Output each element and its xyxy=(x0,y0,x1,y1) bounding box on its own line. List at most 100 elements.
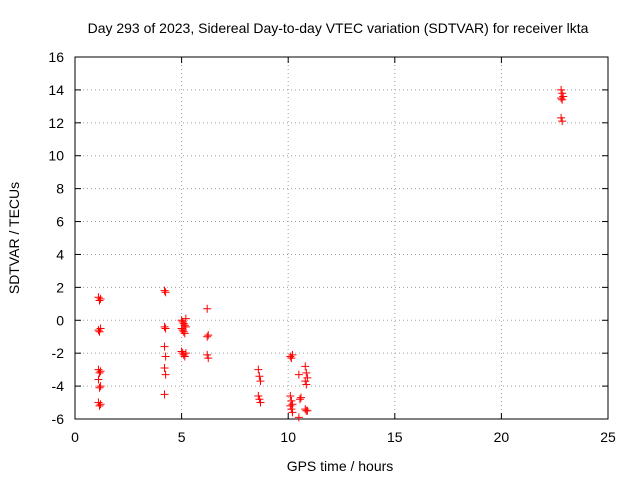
x-tick-label: 5 xyxy=(178,429,186,445)
data-point xyxy=(288,350,297,359)
data-point xyxy=(301,362,310,371)
data-point xyxy=(288,400,297,409)
y-tick-label: -6 xyxy=(52,411,65,427)
data-point xyxy=(95,383,104,392)
y-tick-label: 2 xyxy=(56,279,64,295)
data-point xyxy=(179,327,188,336)
y-tick-label: 10 xyxy=(48,148,64,164)
y-tick-label: 16 xyxy=(48,49,64,65)
y-tick-labels: -6 -4 -2 0 2 4 6 8 10 12 14 16 xyxy=(48,49,64,427)
data-point xyxy=(303,406,312,415)
data-point xyxy=(179,319,188,328)
data-point xyxy=(160,342,169,351)
data-point xyxy=(255,372,264,381)
data-point xyxy=(557,94,566,103)
plot-frame xyxy=(74,56,609,420)
data-point xyxy=(160,390,169,399)
data-point xyxy=(96,324,105,333)
x-axis-label: GPS time / hours xyxy=(287,458,394,474)
data-point xyxy=(254,365,263,374)
x-tick-label: 25 xyxy=(600,429,616,445)
data-point xyxy=(287,396,296,405)
data-point xyxy=(302,380,311,389)
data-point xyxy=(286,401,295,410)
y-tick-label: -4 xyxy=(52,378,65,394)
data-point xyxy=(161,370,170,379)
data-point xyxy=(559,92,568,101)
grid xyxy=(75,57,608,419)
data-point xyxy=(286,352,295,361)
data-point xyxy=(95,401,104,410)
y-tick-label: 4 xyxy=(56,246,64,262)
data-point xyxy=(178,326,187,335)
data-point xyxy=(288,408,297,417)
data-point xyxy=(301,405,310,414)
y-axis-label: SDTVAR / TECUs xyxy=(6,182,22,294)
data-point xyxy=(181,314,190,323)
data-point xyxy=(94,326,103,335)
data-point xyxy=(204,331,213,340)
data-point xyxy=(181,349,190,358)
y-tick-label: 14 xyxy=(48,82,64,98)
axis-ticks xyxy=(74,56,609,420)
data-point xyxy=(558,95,567,104)
data-point xyxy=(295,395,304,404)
data-point xyxy=(286,391,295,400)
data-point xyxy=(203,332,212,341)
x-tick-label: 20 xyxy=(494,429,510,445)
data-point xyxy=(94,375,103,384)
x-tick-label: 10 xyxy=(280,429,296,445)
data-point xyxy=(301,377,310,386)
data-point xyxy=(287,354,296,363)
data-point xyxy=(177,347,186,356)
data-point xyxy=(256,377,265,386)
data-point xyxy=(296,393,305,402)
data-point xyxy=(96,382,105,391)
y-tick-label: 0 xyxy=(56,312,64,328)
data-point xyxy=(160,286,169,295)
data-point xyxy=(95,327,104,336)
data-point xyxy=(303,373,312,382)
y-tick-label: 6 xyxy=(56,214,64,230)
data-point xyxy=(177,316,186,325)
data-point xyxy=(180,352,189,361)
data-point xyxy=(177,324,186,333)
data-point xyxy=(294,413,303,422)
data-point xyxy=(96,294,105,303)
data-point xyxy=(557,85,566,94)
data-point xyxy=(94,398,103,407)
data-point xyxy=(161,324,170,333)
data-point xyxy=(302,368,311,377)
data-point xyxy=(287,405,296,414)
data-point xyxy=(204,354,213,363)
data-point xyxy=(94,365,103,374)
y-tick-label: 8 xyxy=(56,181,64,197)
x-tick-labels: 0 5 10 15 20 25 xyxy=(71,429,616,445)
data-point xyxy=(558,117,567,126)
data-points xyxy=(94,85,568,422)
data-point xyxy=(178,317,187,326)
data-point xyxy=(160,322,169,331)
data-point xyxy=(181,322,190,331)
data-point xyxy=(161,352,170,361)
data-point xyxy=(95,368,104,377)
chart-title: Day 293 of 2023, Sidereal Day-to-day VTE… xyxy=(88,20,589,36)
data-point xyxy=(94,293,103,302)
y-tick-label: 12 xyxy=(48,115,64,131)
data-point xyxy=(96,367,105,376)
data-point xyxy=(95,296,104,305)
x-tick-label: 0 xyxy=(71,429,79,445)
data-point xyxy=(203,304,212,313)
data-point xyxy=(160,363,169,372)
data-point xyxy=(254,391,263,400)
data-point xyxy=(96,400,105,409)
data-point xyxy=(180,321,189,330)
data-point xyxy=(255,395,264,404)
data-point xyxy=(557,113,566,122)
data-point xyxy=(179,350,188,359)
data-point xyxy=(294,370,303,379)
data-point xyxy=(161,288,170,297)
data-point xyxy=(180,329,189,338)
data-point xyxy=(256,398,265,407)
